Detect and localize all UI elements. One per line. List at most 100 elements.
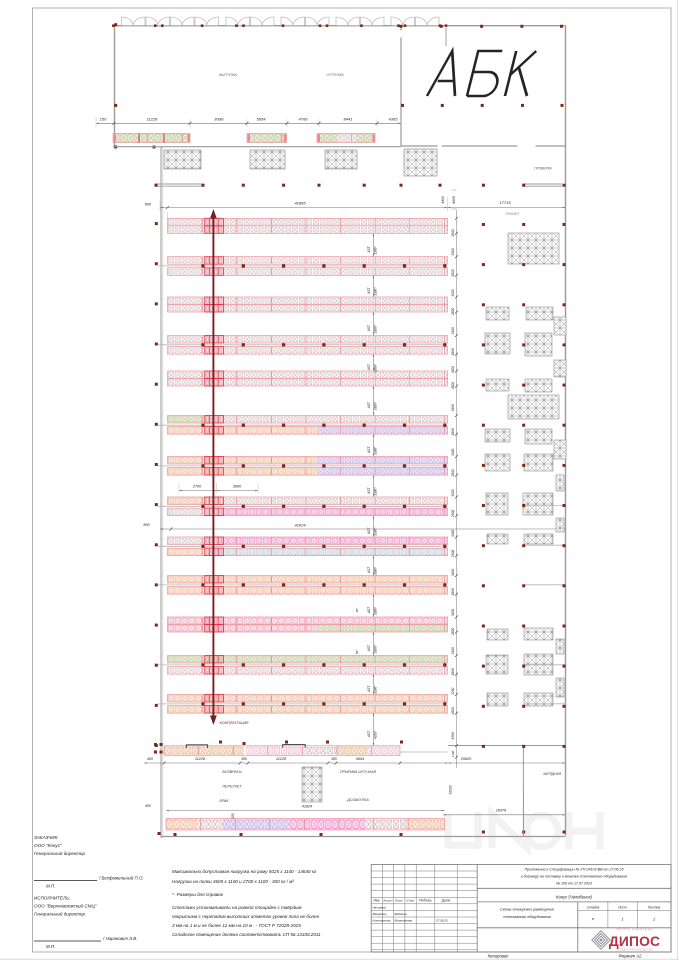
svg-text:1: 1: [621, 917, 623, 922]
svg-text:385: 385: [241, 757, 247, 761]
svg-text:АST: АST: [367, 606, 371, 614]
svg-text:41885: 41885: [294, 201, 306, 206]
svg-text:2600: 2600: [451, 588, 455, 597]
svg-text:АST: АST: [367, 566, 371, 574]
svg-text:2600: 2600: [451, 707, 455, 716]
svg-text:3386*: 3386*: [374, 685, 378, 694]
svg-text:4380: 4380: [451, 732, 455, 740]
svg-text:N док.: N док.: [406, 899, 415, 903]
svg-text:АST: АST: [367, 286, 371, 294]
svg-text:3400: 3400: [451, 327, 455, 335]
svg-text:400: 400: [147, 757, 153, 761]
svg-text:СКЛАД И ПРОИЗВОДСТВО: СКЛАД И ПРОИЗВОДСТВО: [616, 949, 653, 952]
svg-text:400: 400: [145, 804, 151, 808]
svg-text:5654: 5654: [356, 757, 364, 761]
svg-text:ПРИЕМКА ШТУЧНАЯ: ПРИЕМКА ШТУЧНАЯ: [340, 770, 377, 774]
svg-text:Бабкина: Бабкина: [395, 912, 407, 916]
svg-text:к договору на поставку и монта: к договору на поставку и монтаж стеллажн…: [521, 875, 627, 879]
svg-text:АST: АST: [367, 446, 371, 454]
svg-text:№ 169 от 17.07.2023: № 169 от 17.07.2023: [556, 882, 592, 886]
svg-text:3400: 3400: [451, 609, 455, 617]
svg-text:3386*: 3386*: [374, 363, 378, 372]
svg-text:ДОЗАКУПКА: ДОЗАКУПКА: [346, 798, 369, 802]
svg-text:Стадия: Стадия: [587, 906, 600, 910]
svg-text:ПРОВЕРКА: ПРОВЕРКА: [534, 167, 551, 171]
svg-text:ПЕРЕУЧЕТ: ПЕРЕУЧЕТ: [222, 785, 242, 789]
svg-text:покрытием с перепадом высотных: покрытием с перепадом высотных отметок у…: [172, 914, 320, 919]
svg-text:4766: 4766: [299, 117, 309, 122]
svg-text:Листов: Листов: [647, 906, 661, 910]
svg-text:3400: 3400: [451, 404, 455, 412]
svg-text:11228: 11228: [276, 757, 287, 761]
svg-text:3386*: 3386*: [374, 401, 378, 410]
svg-text:ООО "Конус": ООО "Конус": [34, 843, 62, 848]
svg-text:3400: 3400: [451, 248, 455, 256]
svg-text:/ Бесфамильный П.О.: / Бесфамильный П.О.: [98, 876, 144, 881]
svg-text:3 мм на 1 м и не более 12 мм: 3 мм на 1 м и не более 12 мм на 10 м . -…: [172, 923, 301, 928]
svg-text:АST: АST: [367, 245, 371, 253]
svg-text:2600: 2600: [451, 428, 455, 437]
svg-text:КОМПЛЕКТАЦИЯ: КОМПЛЕКТАЦИЯ: [220, 721, 249, 725]
svg-text:3400: 3400: [451, 647, 455, 655]
svg-text:3400: 3400: [451, 489, 455, 497]
svg-text:ИСПОЛНИТЕЛЬ:: ИСПОЛНИТЕЛЬ:: [34, 896, 71, 901]
svg-text:Нагрузка на полки 3600 х 1100: Нагрузка на полки 3600 х 1100 и 2700 х 1…: [172, 879, 294, 884]
svg-text:Менеджер: Менеджер: [373, 912, 387, 916]
svg-text:2600: 2600: [451, 229, 455, 238]
svg-text:3386*: 3386*: [374, 566, 378, 575]
svg-text:3400: 3400: [451, 448, 455, 456]
svg-text:ЗАКАЗЧИК:: ЗАКАЗЧИК:: [34, 835, 59, 840]
svg-text:М.П.: М.П.: [46, 884, 55, 889]
svg-text:150: 150: [100, 117, 107, 122]
svg-text:2600: 2600: [451, 628, 455, 637]
svg-text:АST: АST: [367, 685, 371, 693]
svg-text:4330*: 4330*: [374, 730, 378, 739]
svg-text:Формат А2: Формат А2: [619, 954, 643, 959]
svg-text:стеллажного оборудования: стеллажного оборудования: [503, 915, 550, 919]
svg-text:Складское помещение должно соо: Складское помещение должно соответствова…: [172, 932, 321, 937]
svg-text:1100: 1100: [451, 750, 455, 757]
svg-text:3386*: 3386*: [374, 246, 378, 255]
svg-text:2600: 2600: [451, 469, 455, 478]
svg-text:Кол.уч: Кол.уч: [384, 899, 393, 903]
svg-text:ЗАРЯДНАЯ: ЗАРЯДНАЯ: [543, 772, 562, 776]
svg-text:Конструктор: Конструктор: [373, 919, 392, 923]
svg-text:5654: 5654: [257, 117, 267, 122]
svg-text:3600: 3600: [233, 485, 242, 489]
svg-text:3386*: 3386*: [374, 487, 378, 496]
svg-text:Приложение к Спецификации №: Приложение к Спецификации № УП-24103-ВВ …: [524, 868, 623, 872]
svg-text:29920: 29920: [460, 757, 472, 761]
svg-text:3400: 3400: [451, 569, 455, 577]
svg-text:46*: 46*: [355, 607, 359, 612]
svg-text:3386*: 3386*: [374, 527, 378, 536]
svg-text:150: 150: [231, 813, 235, 819]
svg-text:Конус (Челябинск): Конус (Челябинск): [556, 895, 593, 900]
svg-text:41824: 41824: [294, 523, 306, 528]
svg-text:800: 800: [145, 203, 152, 207]
svg-text:ООО "Верхневолжский СМЦ": ООО "Верхневолжский СМЦ": [34, 903, 97, 909]
svg-text:2600: 2600: [451, 348, 455, 357]
svg-text:17715: 17715: [499, 200, 511, 205]
svg-text:ОТГРУЗКА: ОТГРУЗКА: [326, 73, 344, 77]
svg-text:3386*: 3386*: [374, 644, 378, 653]
svg-text:Копировал: Копировал: [488, 954, 509, 959]
svg-text:3386*: 3386*: [374, 446, 378, 455]
svg-text:2600: 2600: [451, 509, 455, 518]
svg-text:Лист: Лист: [394, 899, 403, 903]
svg-text:Подпись: Подпись: [419, 899, 432, 903]
svg-text:Р: Р: [592, 917, 595, 922]
svg-text:8441: 8441: [344, 117, 353, 122]
svg-text:2600: 2600: [451, 382, 455, 391]
svg-text:АST: АST: [367, 401, 371, 409]
svg-text:2700: 2700: [192, 485, 202, 489]
svg-text:3400: 3400: [451, 366, 455, 374]
svg-text:Изм: Изм: [374, 899, 381, 903]
svg-text:Схемы планировки размещения: Схемы планировки размещения: [500, 908, 554, 912]
svg-text:ТРАНЗИТ: ТРАНЗИТ: [505, 212, 520, 216]
svg-text:800: 800: [143, 523, 150, 527]
svg-text:ГРУППА КОМПАНИЙ: ГРУППА КОМПАНИЙ: [616, 928, 653, 932]
svg-text:10000: 10000: [449, 785, 453, 794]
svg-text:4400: 4400: [441, 196, 445, 204]
svg-text:Нач.завод: Нач.завод: [373, 905, 387, 909]
svg-text:Генеральный директор: Генеральный директор: [34, 850, 85, 856]
